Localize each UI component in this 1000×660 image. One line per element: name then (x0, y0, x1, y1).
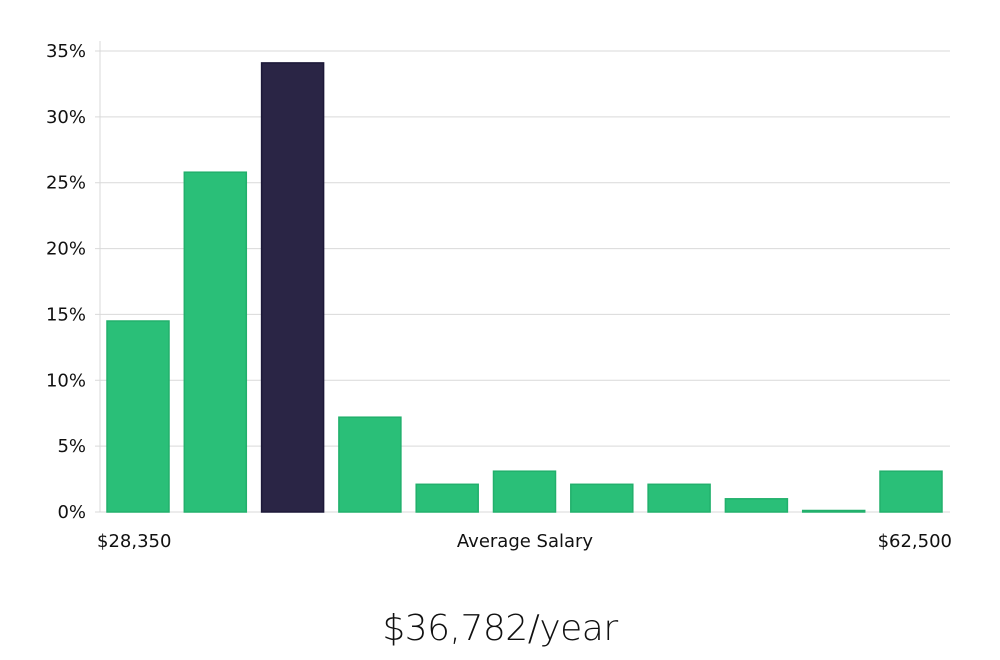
y-tick-label: 30% (46, 107, 86, 128)
histogram-bar-highlighted (260, 62, 325, 513)
histogram-bar (570, 483, 634, 513)
average-salary-summary: $36,782/year (382, 608, 618, 649)
histogram-bar (724, 498, 789, 513)
salary-histogram: 0% 5% 10% 15% 20% 25% 30% 35% $28,350 Average S… (46, 41, 952, 552)
histogram-bars (106, 62, 943, 513)
y-tick-label: 20% (46, 239, 86, 260)
x-axis-labels: $28,350 Average Salary $62,500 (97, 531, 952, 552)
y-tick-label: 5% (57, 436, 86, 457)
histogram-bar (801, 509, 866, 513)
x-min-label: $28,350 (97, 531, 171, 552)
y-tick-label: 10% (46, 370, 86, 391)
x-axis-title: Average Salary (457, 531, 594, 552)
histogram-bar (879, 470, 943, 513)
x-max-label: $62,500 (878, 531, 952, 552)
histogram-bar (106, 320, 170, 513)
histogram-bar (338, 416, 402, 513)
y-tick-label: 35% (46, 41, 86, 62)
y-tick-label: 25% (46, 173, 86, 194)
histogram-bar (183, 171, 248, 513)
histogram-bar (647, 483, 711, 513)
y-tick-label: 15% (46, 304, 86, 325)
histogram-bar (415, 483, 479, 513)
y-axis-ticks: 0% 5% 10% 15% 20% 25% 30% 35% (46, 41, 86, 523)
histogram-bar (492, 470, 557, 513)
y-tick-label: 0% (57, 502, 86, 523)
